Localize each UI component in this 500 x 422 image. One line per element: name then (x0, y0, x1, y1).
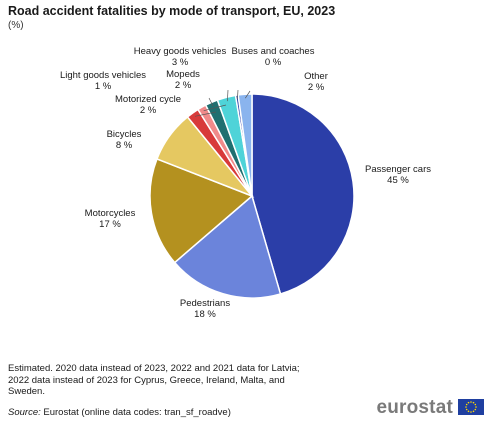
slice-label-name: Motorcycles (85, 208, 136, 219)
flag-star (467, 401, 470, 404)
flag-star (472, 401, 475, 404)
source-text: Eurostat (online data codes: tran_sf_roa… (43, 407, 231, 418)
source-label: Source: (8, 407, 41, 418)
pie-slice-motorcycles (149, 157, 254, 264)
slice-label-value: 2 % (175, 80, 192, 91)
eu-flag-icon (458, 399, 484, 415)
slice-label-value: 45 % (387, 175, 409, 186)
slice-label-name: Heavy goods vehicles (134, 46, 227, 57)
chart-title: Road accident fatalities by mode of tran… (8, 4, 336, 18)
flag-star (470, 411, 472, 413)
chart-unit: (%) (8, 20, 24, 31)
chart-source: Source: Eurostat (online data codes: tra… (8, 407, 231, 418)
pie-slice-other (237, 93, 253, 197)
flag-star (465, 406, 467, 408)
slice-label-name: Passenger cars (365, 164, 431, 175)
flag-star (470, 401, 472, 403)
slice-label-name: Bicycles (107, 129, 142, 140)
slice-label-name: Motorized cycle (115, 94, 181, 105)
slice-label-value: 2 % (308, 82, 325, 93)
slice-label-value: 18 % (194, 309, 216, 320)
chart-note: Estimated. 2020 data instead of 2023, 20… (8, 363, 300, 397)
slice-label-value: 17 % (99, 219, 121, 230)
flag-star (475, 406, 477, 408)
pie-slice-pedestrians (173, 194, 282, 299)
flag-star (474, 403, 477, 406)
leader-line (203, 104, 227, 112)
leader-line (227, 89, 229, 102)
pie-slice-passenger-cars (251, 93, 355, 295)
slice-label-value: 1 % (95, 81, 112, 92)
eurostat-logo: eurostat (376, 397, 453, 418)
slice-label-name: Mopeds (166, 69, 200, 80)
leader-line (245, 90, 251, 99)
slice-label-name: Buses and coaches (232, 46, 315, 57)
flag-star (465, 408, 468, 411)
flag-star (465, 403, 468, 406)
slice-label-value: 8 % (116, 140, 133, 151)
slice-label-value: 2 % (140, 105, 157, 116)
flag-star (467, 410, 470, 413)
leader-line (237, 89, 239, 100)
slice-label-value: 0 % (265, 57, 282, 68)
flag-star (474, 408, 477, 411)
slice-label-name: Pedestrians (180, 298, 230, 309)
slice-label-name: Light goods vehicles (60, 70, 146, 81)
leader-line (208, 97, 214, 107)
leader-line (194, 111, 217, 117)
slice-label-value: 3 % (172, 57, 189, 68)
flag-star (472, 410, 475, 413)
slice-label-name: Other (304, 71, 328, 82)
